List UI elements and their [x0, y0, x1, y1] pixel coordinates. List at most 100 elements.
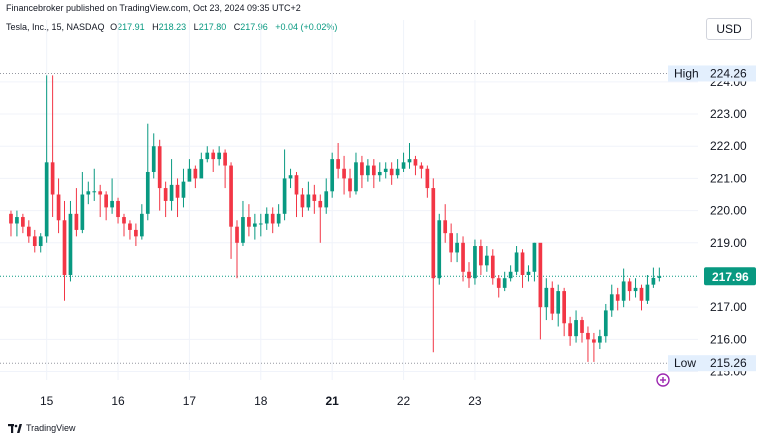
candle-body [401, 162, 406, 169]
candle-body [270, 213, 275, 224]
footer-branding: TradingView [8, 423, 76, 433]
candle-body [50, 162, 55, 195]
candle-body [74, 213, 79, 230]
candle-body [128, 223, 132, 230]
candle-body [603, 310, 608, 337]
candle-body [586, 332, 590, 340]
candle-body [318, 200, 323, 208]
candle-body [621, 281, 626, 301]
candle-body [253, 223, 257, 227]
candle-body [502, 278, 507, 288]
candle-body [336, 159, 340, 169]
candle-body [38, 236, 43, 247]
close-label: C [233, 22, 241, 32]
candle-body [86, 191, 91, 195]
add-marker-icon [656, 373, 670, 387]
candle-body [169, 184, 174, 201]
price-axis-label: 219.00 [710, 236, 747, 250]
candle-body [134, 229, 138, 237]
candle-body [145, 171, 150, 214]
candle-body [544, 287, 549, 308]
candle-body [110, 200, 114, 208]
candle-body [151, 146, 156, 172]
candle-body [181, 181, 186, 198]
candle-body [312, 194, 317, 201]
candle-body [371, 165, 376, 176]
price-axis-label: 216.00 [710, 332, 747, 346]
candle-body [598, 336, 602, 343]
candle-body [645, 284, 650, 301]
candle-body [276, 213, 281, 224]
candle-body [223, 152, 227, 166]
candle-body [104, 194, 108, 208]
candle-body [9, 213, 13, 224]
candle-body [508, 271, 513, 279]
price-axis-label: 220.00 [710, 204, 747, 218]
candle-body [187, 168, 192, 182]
candle-body [360, 162, 364, 176]
candle-body [407, 159, 412, 163]
candle-body [639, 287, 644, 301]
candle-body [199, 159, 204, 179]
candle-body [157, 146, 162, 189]
candle-body [193, 168, 198, 179]
candle-body [496, 278, 501, 288]
candle-body [556, 291, 561, 314]
footer-brand: TradingView [26, 423, 76, 433]
candle-body [413, 159, 418, 166]
candle-body [163, 188, 168, 201]
candle-body [282, 178, 287, 214]
candle-body [443, 220, 448, 234]
time-axis-label: 21 [326, 394, 340, 408]
last-price-tag [704, 267, 756, 286]
candle-body [592, 339, 596, 343]
candle-body [532, 242, 537, 272]
candle-body [514, 252, 519, 272]
candle-body [550, 287, 555, 314]
candle-body [98, 191, 103, 195]
price-axis-label: 223.00 [710, 107, 747, 121]
candle-body [366, 165, 370, 176]
candle-body [484, 255, 489, 266]
candle-body [461, 242, 465, 272]
low-value: 217.80 [198, 22, 227, 32]
change-value: +0.04 (+0.02%) [275, 22, 338, 32]
candle-body [490, 255, 495, 279]
candle-body [615, 294, 620, 301]
candle-body [651, 277, 656, 285]
candle-body [241, 217, 245, 243]
symbol-name: Tesla, Inc., 15, NASDAQ [6, 22, 105, 32]
candle-body [562, 291, 567, 324]
high-label-bg [668, 65, 756, 82]
high-value: 224.26 [710, 66, 747, 80]
candle-body [657, 276, 662, 278]
candle-body [15, 217, 19, 224]
low-value: 215.26 [710, 356, 747, 370]
candle-body [44, 162, 49, 237]
candle-body [300, 194, 305, 208]
low-label: Low [674, 356, 696, 370]
candle-body [205, 152, 210, 160]
candle-body [473, 246, 477, 279]
low-label-bg [668, 355, 756, 372]
candle-body [419, 165, 424, 169]
low-label: L [193, 22, 199, 32]
candle-body [217, 152, 222, 160]
candle-body [520, 252, 525, 275]
time-axis-label: 15 [40, 394, 54, 408]
candle-body [26, 226, 31, 237]
last-price-value: 217.96 [712, 270, 749, 284]
candle-body [342, 168, 346, 179]
price-axis-label: 221.00 [710, 171, 747, 185]
candle-body [627, 281, 632, 292]
candle-body [116, 200, 120, 218]
symbol-legend: Tesla, Inc., 15, NASDAQ O217.91 H218.23 … [6, 22, 342, 32]
tradingview-logo-icon [8, 423, 22, 433]
candle-body [580, 320, 584, 333]
candle-body [62, 220, 67, 275]
currency-button[interactable]: USD [706, 18, 752, 40]
candle-body [175, 184, 180, 198]
candle-body [389, 168, 394, 176]
candle-body [377, 171, 382, 176]
